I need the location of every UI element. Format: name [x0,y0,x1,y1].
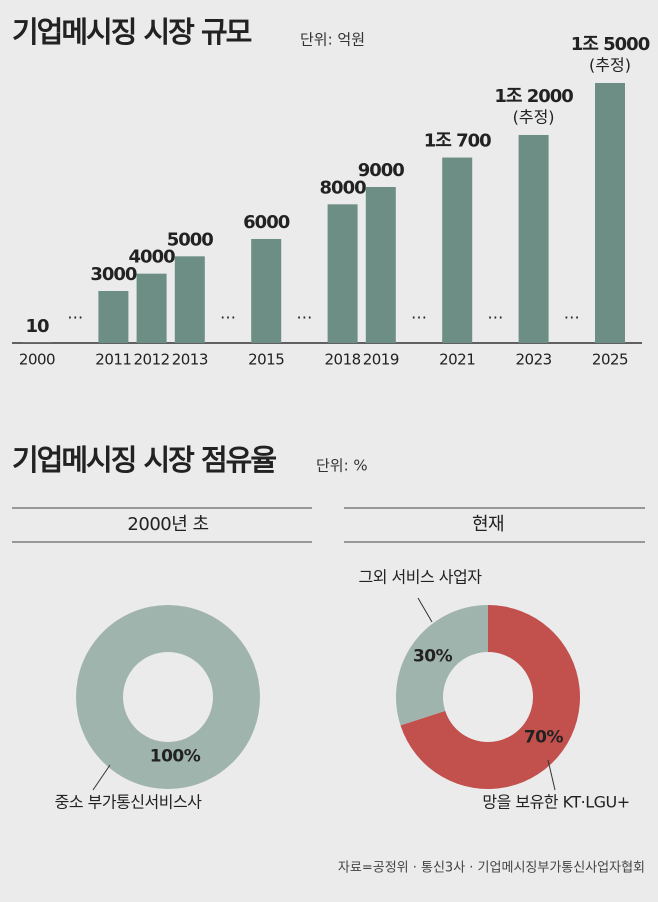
leader-line [417,597,433,623]
subtitle: 2000년 초 [127,514,208,535]
x-tick-label: 2000 [19,351,55,369]
value-label: 8000 [320,177,367,198]
leader-line [547,759,556,791]
bar [136,273,167,343]
value-label: 1조 2000 [494,86,573,107]
x-tick-label: 2023 [516,351,552,369]
bar [98,291,129,343]
value-label: 100% [150,747,201,767]
value-label: 70% [524,727,564,747]
x-tick-label: 2011 [95,351,131,369]
value-label: 30% [413,647,453,667]
bar [174,256,205,343]
value-label: 10 [25,316,49,337]
value-label: 5000 [167,229,214,250]
x-tick-label: 2013 [172,351,208,369]
bar [518,135,549,343]
x-tick-label: 2012 [134,351,170,369]
donut-segment [400,605,580,789]
value-note: (추정) [513,108,555,127]
bar [365,187,396,343]
bar [327,204,358,343]
subtitle: 현재 [472,514,504,535]
x-tick-label: 2018 [325,351,361,369]
x-tick-label: 2021 [439,351,475,369]
unit-label: 단위: 억원 [300,31,365,49]
source: 자료=공정위 · 통신3사 · 기업메시징부가통신사업자협회 [338,861,645,876]
gap-mark: … [67,304,83,323]
value-label: 9000 [358,160,405,181]
value-label: 3000 [90,264,137,285]
value-note: (추정) [589,56,631,75]
gap-mark: … [296,304,312,323]
gap-mark: … [411,304,427,323]
category-label: 중소 부가통신서비스사 [55,793,203,812]
x-tick-label: 2019 [363,351,399,369]
gap-mark: … [487,304,503,323]
x-tick-label: 2015 [248,351,284,369]
category-label: 망을 보유한 KT·LGU+ [482,793,629,812]
value-label: 4000 [129,247,176,268]
value-label: 6000 [243,212,290,233]
gap-mark: … [564,304,580,323]
chart-title: 기업메시징 시장 규모 [12,15,252,49]
chart-title: 기업메시징 시장 점유율 [12,443,276,477]
unit-label: 단위: % [316,457,368,475]
category-label: 그외 서비스 사업자 [359,568,483,587]
donut-segment [76,605,260,789]
bar [442,157,473,343]
value-label: 1조 700 [424,131,491,152]
x-tick-label: 2025 [592,351,628,369]
gap-mark: … [220,304,236,323]
bar [595,83,625,343]
leader-line [92,764,111,791]
bar [251,239,282,343]
donut-segment [396,605,488,726]
value-label: 1조 5000 [571,34,650,55]
